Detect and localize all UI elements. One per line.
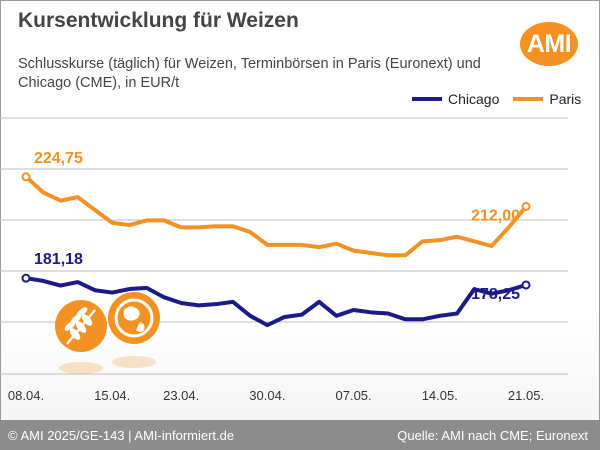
x-tick-label: 15.04. [94, 388, 130, 403]
endpoint-marker [521, 201, 531, 211]
legend-label-chicago: Chicago [448, 91, 500, 107]
globe-icon [108, 292, 160, 368]
last-value-label: 212,00 [471, 207, 520, 224]
footer-source: Quelle: AMI nach CME; Euronext [397, 428, 588, 443]
x-axis-ticks: 08.04. 15.04. 23.04. 30.04. 07.05. 14.05. 21.0… [8, 388, 544, 403]
legend-label-paris: Paris [549, 91, 582, 107]
endpoint-marker [21, 273, 31, 283]
series-line-chicago [25, 276, 527, 328]
footer-copyright: © AMI 2025/GE-143 | AMI-informiert.de [8, 428, 235, 443]
legend-item-chicago: Chicago [412, 91, 499, 107]
chart-subtitle: Schlusskurse (täglich) für Weizen, Termi… [18, 56, 481, 91]
wheat-icon [55, 300, 107, 374]
x-tick-label: 14.05. [422, 388, 458, 403]
legend-item-paris: Paris [513, 91, 581, 107]
series-lines [21, 172, 531, 328]
data-labels: 181,18 178,25 224,75 212,00 [34, 150, 520, 303]
first-value-label: 181,18 [34, 251, 83, 268]
legend-swatch-chicago [412, 97, 442, 101]
x-tick-label: 23.04. [163, 388, 199, 403]
line-chart: 181,18 178,25 224,75 212,00 08.04. 15.04. 23.… [0, 117, 568, 403]
series-line-paris [24, 175, 528, 258]
last-value-label: 178,25 [471, 286, 520, 303]
endpoint-marker [21, 172, 31, 182]
legend: Chicago Paris [412, 91, 595, 107]
x-tick-label: 21.05. [508, 388, 544, 403]
legend-swatch-paris [513, 97, 544, 101]
gridlines [0, 117, 568, 375]
decorative-icons [55, 292, 160, 374]
x-tick-label: 30.04. [249, 388, 285, 403]
x-tick-label: 08.04. [8, 388, 44, 403]
ami-logo: AMI [520, 22, 578, 66]
endpoint-marker [521, 280, 531, 290]
first-value-label: 224,75 [34, 150, 83, 167]
chart-title: Kursentwicklung für Weizen [18, 9, 299, 32]
footer-bar: © AMI 2025/GE-143 | AMI-informiert.de Qu… [0, 420, 600, 450]
x-tick-label: 07.05. [336, 388, 372, 403]
